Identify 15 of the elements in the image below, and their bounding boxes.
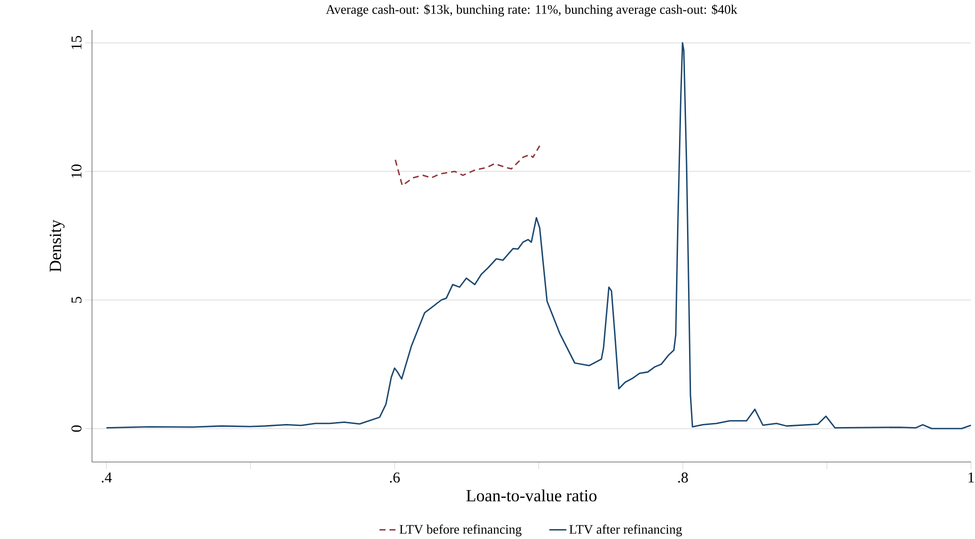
y-tick-label: 15 bbox=[72, 36, 82, 50]
chart-title: Average cash-out: $13k, bunching rate: 11%, bunching average cash-out: $40k bbox=[326, 4, 738, 17]
line-series bbox=[394, 145, 540, 186]
y-tick-label: 10 bbox=[71, 164, 82, 178]
line-series bbox=[106, 42, 972, 430]
y-tick-label: 0 bbox=[71, 425, 82, 432]
x-tick-label: .4 bbox=[102, 472, 112, 483]
x-tick-label: .6 bbox=[390, 472, 400, 483]
y-tick-label: 5 bbox=[72, 296, 82, 303]
x-tick-label: 1 bbox=[968, 472, 974, 482]
legend-label: LTV before refinancing bbox=[400, 524, 522, 536]
legend-label: LTV after refinancing bbox=[569, 524, 682, 536]
x-tick-label: .8 bbox=[678, 472, 688, 483]
x-axis-title: Loan-to-value ratio bbox=[466, 489, 596, 502]
y-axis-title: Density bbox=[50, 220, 65, 272]
